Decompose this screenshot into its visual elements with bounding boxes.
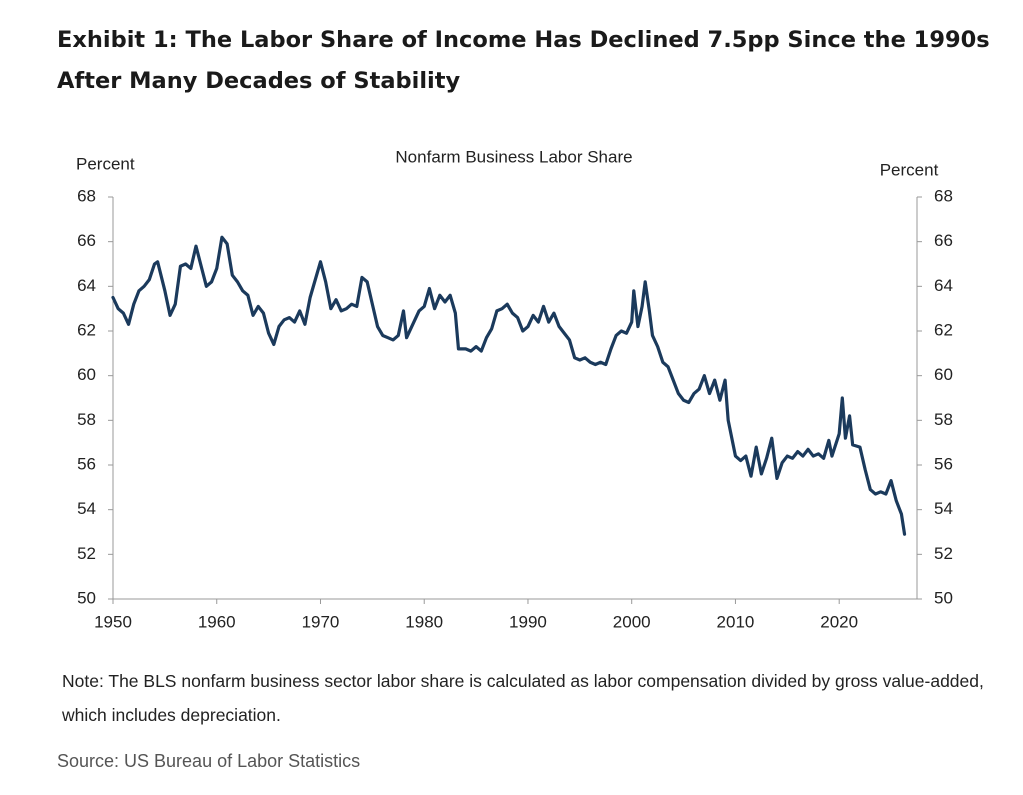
y-tick-label: 56	[77, 454, 96, 473]
data-line	[111, 235, 907, 536]
chart-title: Exhibit 1: The Labor Share of Income Has…	[57, 27, 990, 94]
x-tick-label: 1990	[509, 612, 547, 631]
y2-tick-label: 50	[934, 588, 953, 607]
x-tick-label: 1960	[198, 612, 236, 631]
y-axis-label: Percent	[76, 154, 135, 173]
y2-tick-label: 66	[934, 231, 953, 250]
y2-tick-label: 68	[934, 186, 953, 205]
y-tick-label: 60	[77, 365, 96, 384]
note: Note: The BLS nonfarm business sector la…	[62, 671, 984, 725]
x-tick-label: 2000	[613, 612, 651, 631]
x-tick-label: 2010	[717, 612, 755, 631]
chart-subtitle: Nonfarm Business Labor Share	[395, 147, 632, 166]
x-tick-label: 1980	[405, 612, 443, 631]
y2-tick-label: 62	[934, 320, 953, 339]
y2-tick-label: 64	[934, 276, 953, 295]
y-tick-label: 52	[77, 544, 96, 563]
source: Source: US Bureau of Labor Statistics	[57, 751, 361, 771]
y-tick-label: 54	[77, 499, 96, 518]
x-tick-label: 2020	[820, 612, 858, 631]
y-tick-label: 62	[77, 320, 96, 339]
y-tick-label: 64	[77, 276, 96, 295]
y-tick-label: 58	[77, 410, 96, 429]
y-tick-label: 68	[77, 186, 96, 205]
y2-tick-label: 58	[934, 410, 953, 429]
y2-tick-label: 56	[934, 454, 953, 473]
x-tick-label: 1970	[302, 612, 340, 631]
y2-axis-label: Percent	[880, 160, 939, 179]
y-tick-label: 50	[77, 588, 96, 607]
y2-tick-label: 52	[934, 544, 953, 563]
y2-tick-label: 54	[934, 499, 953, 518]
x-tick-label: 1950	[94, 612, 132, 631]
y-tick-label: 66	[77, 231, 96, 250]
y2-tick-label: 60	[934, 365, 953, 384]
